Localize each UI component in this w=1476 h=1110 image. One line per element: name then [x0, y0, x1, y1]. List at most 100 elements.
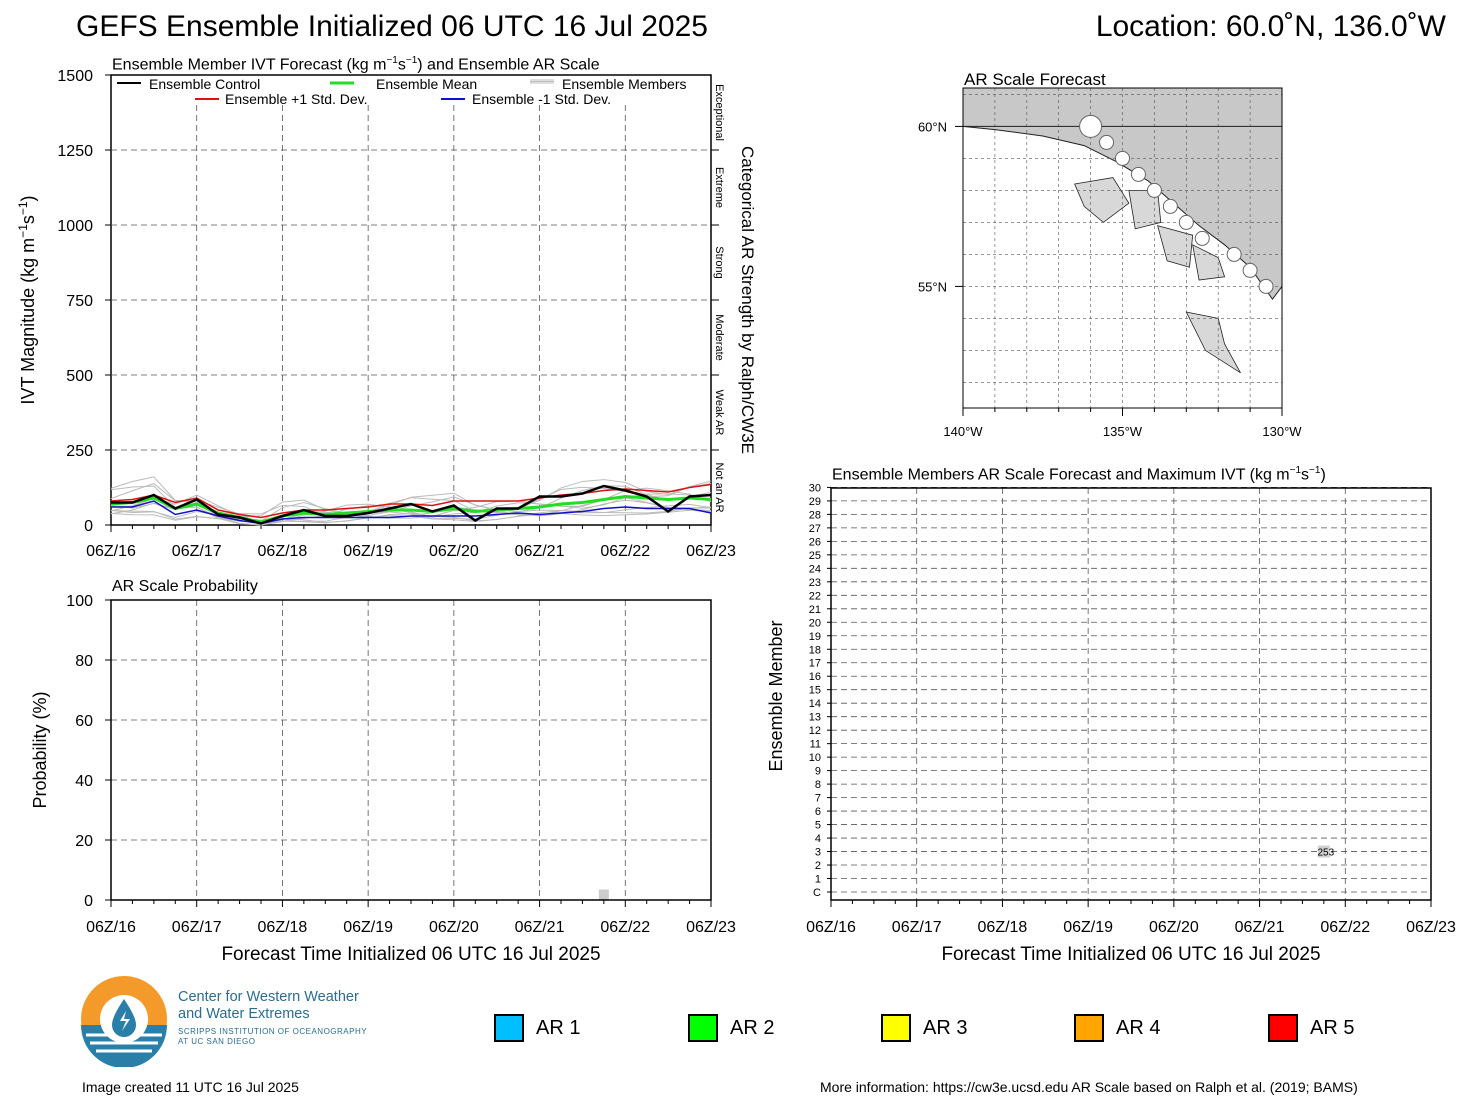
map-point	[1146, 182, 1162, 198]
ivt-ytick-label: 1250	[57, 143, 93, 160]
members-ytick-label: 6	[815, 806, 821, 818]
prob-ytick-label: 100	[66, 593, 93, 610]
ivt-category-label: Extreme	[713, 167, 725, 208]
members-point-label: 253	[1318, 848, 1335, 859]
members-ytick-label: 15	[809, 685, 821, 697]
ivt-right-label: Categorical AR Strength by Ralph/CW3E	[738, 146, 757, 454]
members-ytick-label: 5	[815, 820, 821, 832]
prob-ylabel: Probability (%)	[30, 691, 50, 808]
members-ytick-label: 21	[809, 604, 821, 616]
prob-xtick-label: 06Z/23	[686, 919, 736, 936]
map-point	[1178, 214, 1194, 230]
prob-xtick-label: 06Z/19	[343, 919, 393, 936]
legend-mean-label: Ensemble Mean	[376, 76, 477, 92]
prob-ytick-label: 80	[75, 653, 93, 670]
members-ytick-label: 16	[809, 671, 821, 683]
logo-line1: Center for Western Weather	[178, 989, 359, 1005]
members-ytick-label: 4	[815, 833, 821, 845]
legend-control-label: Ensemble Control	[149, 76, 260, 92]
members-xlabel: Forecast Time Initialized 06 UTC 16 Jul …	[941, 944, 1320, 965]
map-lon-label: 130°W	[1262, 424, 1302, 439]
members-xtick-label: 06Z/19	[1063, 919, 1113, 936]
ivt-xtick-label: 06Z/18	[258, 543, 308, 560]
ar3-label: AR 3	[923, 1016, 968, 1039]
members-xtick-label: 06Z/20	[1149, 919, 1199, 936]
logo-line4: AT UC SAN DIEGO	[178, 1037, 256, 1046]
ar3-swatch	[881, 1014, 911, 1042]
ivt-category-label: Weak AR	[713, 390, 725, 436]
ivt-xtick-label: 06Z/23	[686, 543, 736, 560]
ar5-label: AR 5	[1310, 1016, 1355, 1039]
members-ytick-label: 24	[809, 563, 821, 575]
members-ylabel: Ensemble Member	[766, 620, 786, 771]
ivt-category-label: Not an AR	[713, 462, 725, 512]
members-ytick-label: 7	[815, 793, 821, 805]
map-point	[1130, 166, 1146, 182]
map-title: AR Scale Forecast	[964, 70, 1106, 89]
legend-plus-label: Ensemble +1 Std. Dev.	[225, 91, 368, 107]
members-ytick-label: 19	[809, 631, 821, 643]
legend-ar4: AR 4	[1074, 1012, 1160, 1044]
members-ytick-label: 25	[809, 550, 821, 562]
footer-created: Image created 11 UTC 16 Jul 2025	[82, 1079, 299, 1095]
location-label: Location: 60.0˚N, 136.0˚W	[1095, 10, 1446, 43]
ivt-ylabel: IVT Magnitude (kg m−1s−1)	[16, 195, 38, 404]
map-point	[1258, 278, 1274, 294]
map-point	[1162, 198, 1178, 214]
ivt-category-label: Moderate	[713, 314, 725, 360]
members-xtick-label: 06Z/21	[1235, 919, 1285, 936]
prob-xlabel: Forecast Time Initialized 06 UTC 16 Jul …	[221, 944, 600, 965]
members-ytick-label: 17	[809, 658, 821, 670]
members-xtick-label: 06Z/18	[978, 919, 1028, 936]
prob-chart-title: AR Scale Probability	[112, 578, 258, 595]
map-lon-label: 140°W	[943, 424, 983, 439]
ar-scale-map: 140°W 135°W 130°W 60°N 55°N	[918, 87, 1302, 439]
ivt-ytick-label: 750	[66, 293, 93, 310]
members-ytick-label: 3	[815, 847, 821, 859]
map-point	[1194, 230, 1210, 246]
prob-bar	[598, 889, 609, 900]
prob-xtick-label: 06Z/17	[172, 919, 222, 936]
members-ytick-label: 14	[809, 698, 821, 710]
ivt-category-label: Exceptional	[713, 84, 725, 141]
probability-chart: 0 20 40 60 80 100 06Z/16 06Z/17 06Z/18 06Z/19 06Z/…	[30, 593, 736, 965]
members-ytick-label: 8	[815, 779, 821, 791]
ivt-ytick-label: 1500	[57, 68, 93, 85]
members-ytick-label: 27	[809, 523, 821, 535]
ivt-xtick-label: 06Z/22	[600, 543, 650, 560]
map-lat-label: 55°N	[918, 279, 947, 294]
prob-xtick-label: 06Z/20	[429, 919, 479, 936]
ivt-xtick-label: 06Z/19	[343, 543, 393, 560]
prob-xtick-label: 06Z/18	[258, 919, 308, 936]
members-ytick-label: 13	[809, 712, 821, 724]
ivt-ytick-label: 1000	[57, 218, 93, 235]
members-ytick-label: 28	[809, 509, 821, 521]
members-xtick-label: 06Z/17	[892, 919, 942, 936]
members-ytick-label: C	[813, 887, 821, 899]
members-ytick-label: 10	[809, 752, 821, 764]
page-title: GEFS Ensemble Initialized 06 UTC 16 Jul …	[76, 10, 708, 43]
cw3e-logo-icon	[81, 976, 167, 1067]
ensemble-members-chart: C123456789101112131415161718192021222324…	[766, 482, 1456, 965]
ivt-ytick-label: 0	[84, 518, 93, 535]
members-ytick-label: 20	[809, 617, 821, 629]
prob-ytick-label: 40	[75, 773, 93, 790]
ivt-series-line	[111, 484, 712, 525]
ivt-member-line	[110, 487, 712, 526]
ivt-xtick-label: 06Z/20	[429, 543, 479, 560]
members-xtick-label: 06Z/22	[1320, 919, 1370, 936]
members-ytick-label: 29	[809, 496, 821, 508]
members-point	[1317, 845, 1330, 858]
map-point	[1242, 262, 1258, 278]
map-island	[1157, 225, 1194, 268]
prob-ytick-label: 0	[84, 893, 93, 910]
legend-minus-label: Ensemble -1 Std. Dev.	[472, 91, 611, 107]
prob-xtick-label: 06Z/16	[86, 919, 136, 936]
ivt-xtick-label: 06Z/21	[515, 543, 565, 560]
logo-line2: and Water Extremes	[178, 1006, 310, 1022]
ivt-chart: 0 250 500 750 1000 1250 1500 06Z/16 06Z/17 06Z/18…	[16, 68, 757, 560]
ivt-ytick-label: 250	[66, 443, 93, 460]
map-point	[1115, 150, 1130, 166]
prob-xtick-label: 06Z/22	[600, 919, 650, 936]
